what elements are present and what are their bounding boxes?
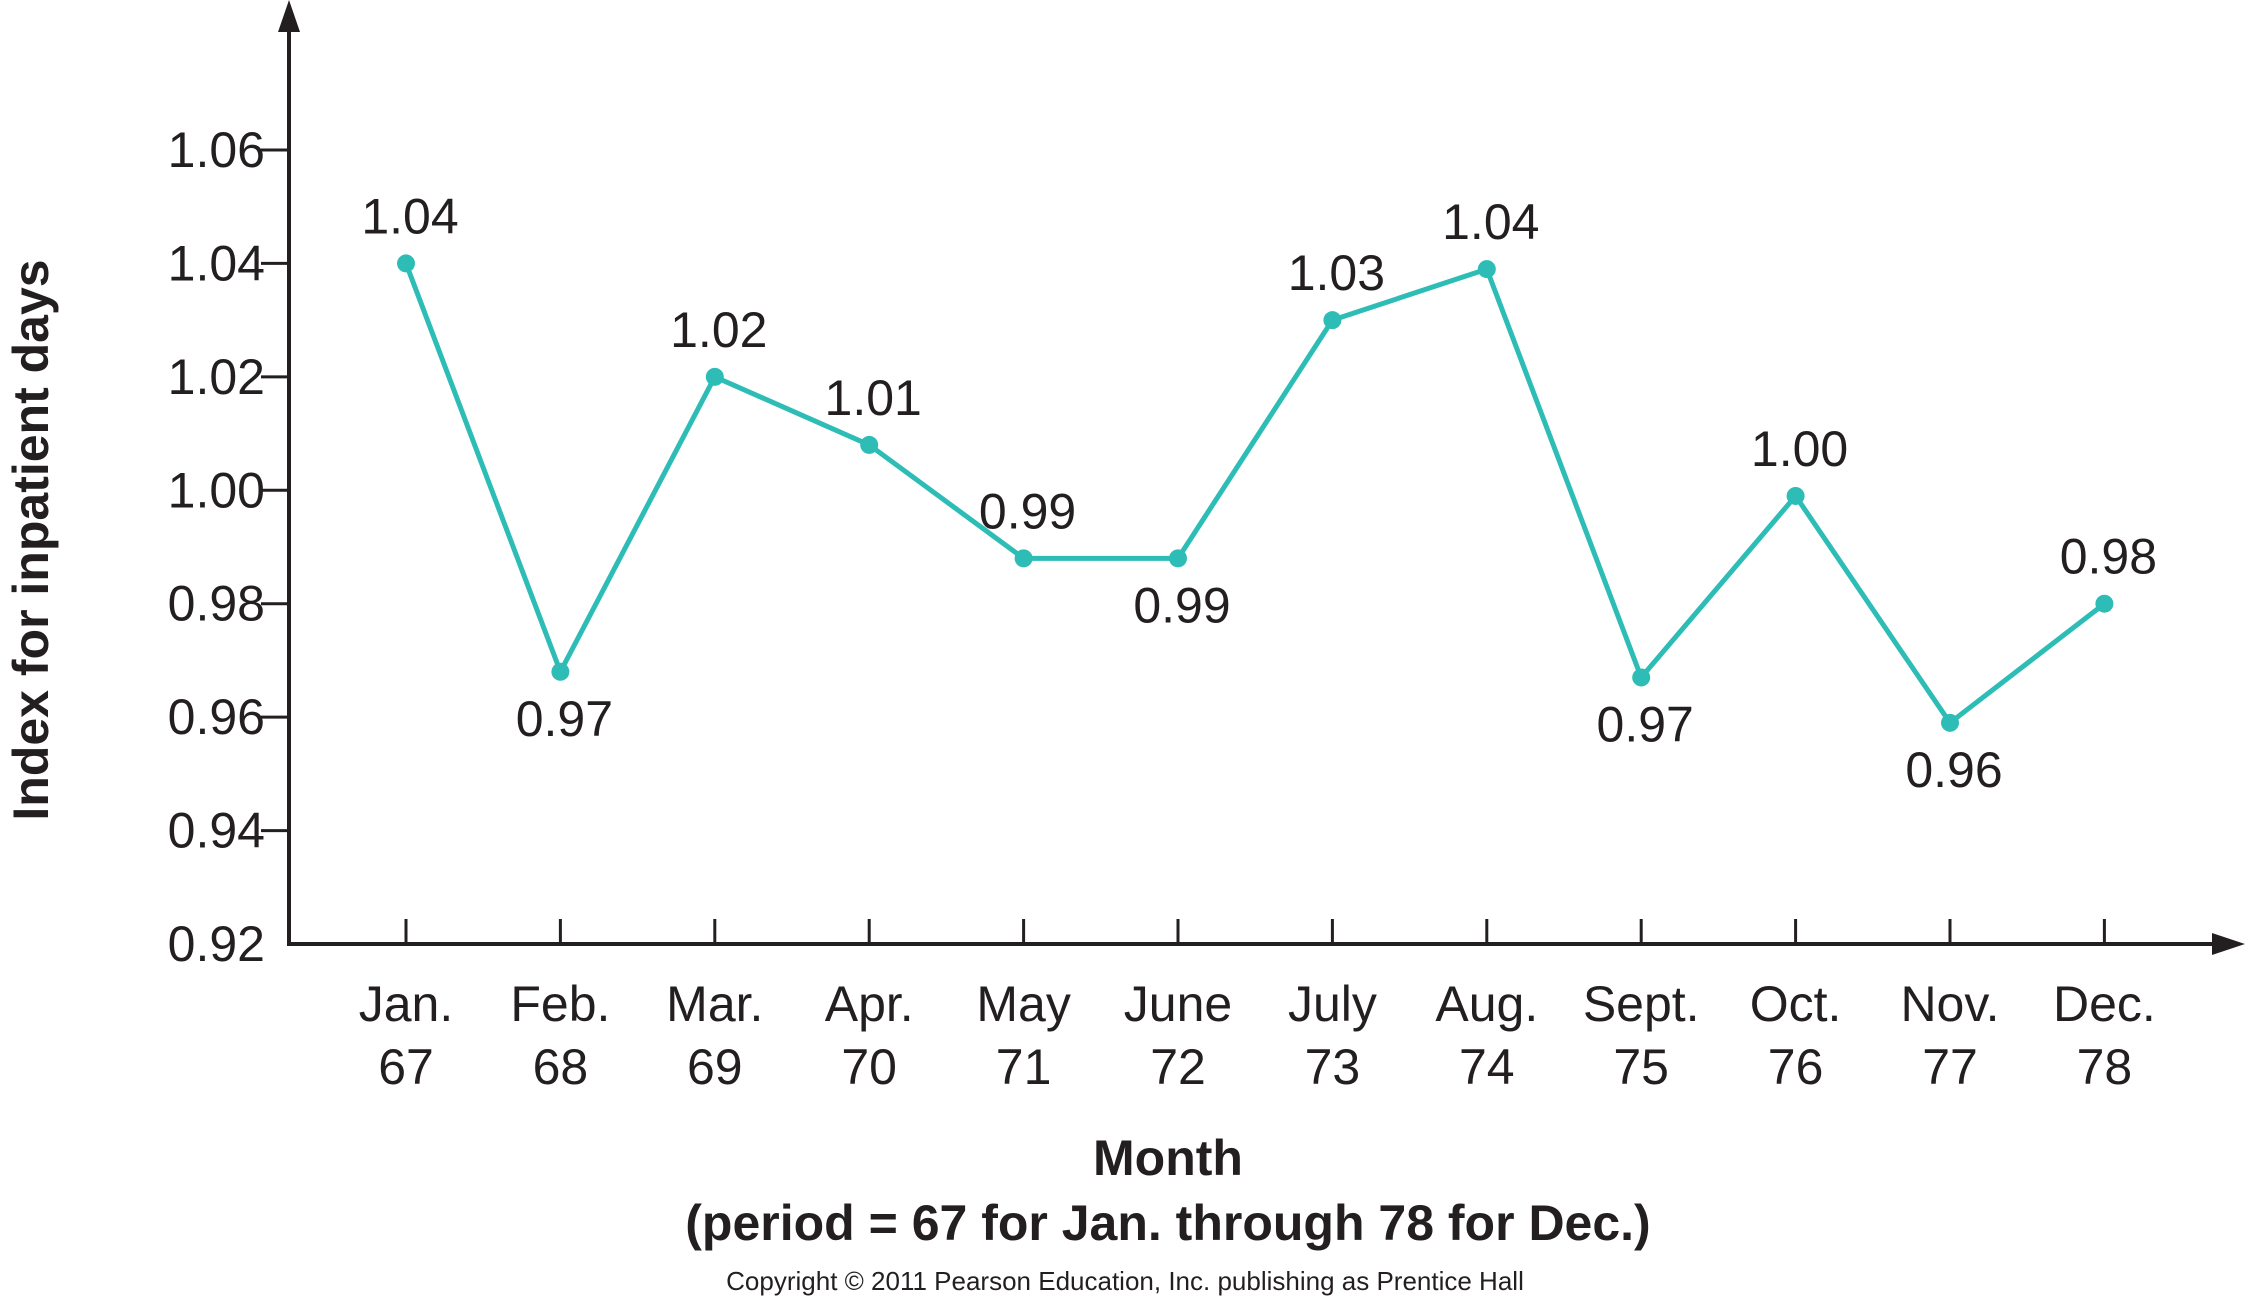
x-tick-label-period: 70	[841, 1039, 897, 1095]
series-line	[403, 262, 2106, 726]
data-label: 0.99	[1133, 577, 1230, 633]
y-tick-label: 0.92	[168, 916, 265, 972]
data-point	[860, 435, 879, 454]
y-axis-title: Index for inpatient days	[3, 259, 59, 820]
data-point	[397, 254, 415, 273]
y-tick-label: 0.94	[168, 803, 265, 859]
x-tick-label-period: 72	[1150, 1039, 1206, 1095]
x-tick-label-period: 71	[996, 1039, 1052, 1095]
x-axis-arrow	[2212, 933, 2245, 955]
axes	[278, 0, 2245, 955]
data-label: 1.04	[361, 188, 458, 244]
x-tick-label-month: Sept.	[1583, 976, 1700, 1032]
data-label: 0.98	[2060, 529, 2157, 585]
x-tick-label-period: 73	[1305, 1039, 1361, 1095]
data-point	[705, 367, 724, 386]
data-label: 0.99	[979, 483, 1076, 539]
x-tick-label-month: Mar.	[666, 976, 763, 1032]
data-point	[1169, 549, 1187, 568]
data-label: 0.97	[516, 691, 613, 747]
data-point	[551, 662, 570, 681]
data-label: 1.01	[825, 370, 922, 426]
data-label: 1.04	[1442, 194, 1539, 250]
x-tick-label-period: 75	[1613, 1039, 1669, 1095]
data-point	[1632, 668, 1651, 687]
x-tick-label-month: Nov.	[1900, 976, 1999, 1032]
x-tick-label-month: July	[1288, 976, 1377, 1032]
x-tick-label-period: 77	[1922, 1039, 1978, 1095]
x-axis-subtitle: (period = 67 for Jan. through 78 for Dec…	[685, 1195, 1650, 1251]
y-tick-label: 1.00	[168, 462, 265, 518]
x-tick-label-month: Dec.	[2053, 976, 2156, 1032]
x-tick-label-month: Feb.	[510, 976, 610, 1032]
series	[397, 254, 2114, 732]
data-label: 1.00	[1751, 421, 1848, 477]
data-label: 0.96	[1905, 742, 2002, 798]
copyright-notice: Copyright © 2011 Pearson Education, Inc.…	[726, 1266, 1524, 1296]
y-tick-label: 1.02	[168, 349, 265, 405]
x-tick-label-month: Oct.	[1750, 976, 1842, 1032]
x-tick-label-month: Jan.	[359, 976, 454, 1032]
data-point	[1014, 549, 1033, 568]
y-tick-label: 0.96	[168, 689, 265, 745]
y-tick-label: 0.98	[168, 576, 265, 632]
x-axis-title: Month	[1093, 1130, 1243, 1186]
x-tick-label-month: June	[1124, 976, 1232, 1032]
x-tick-label-period: 69	[687, 1039, 743, 1095]
data-point	[1477, 260, 1496, 279]
y-axis-arrow	[278, 0, 300, 32]
data-label: 1.02	[670, 302, 767, 358]
x-tick-label-period: 68	[533, 1039, 589, 1095]
data-label: 1.03	[1288, 245, 1385, 301]
x-tick-label-period: 78	[2077, 1039, 2133, 1095]
x-tick-label-month: Aug.	[1435, 976, 1538, 1032]
y-tick-label: 1.04	[168, 235, 265, 291]
x-tick-label-month: Apr.	[825, 976, 914, 1032]
data-point	[1941, 713, 1959, 732]
data-label: 0.97	[1597, 696, 1694, 752]
x-ticks: Jan. 67 Feb. 68 Mar. 69 Apr. 70 May 71 June 72 July 7…	[359, 919, 2156, 1095]
y-ticks: 0.92 0.94 0.96 0.98 1.00 1.02 1.04 1.06	[168, 122, 289, 972]
data-point	[2095, 594, 2114, 613]
x-tick-label-period: 74	[1459, 1039, 1515, 1095]
x-tick-label-month: May	[976, 976, 1070, 1032]
data-point	[1786, 486, 1805, 505]
y-tick-label: 1.06	[168, 122, 265, 178]
data-labels: 1.04 0.97 1.02 1.01 0.99 0.99 1.03 1.04 0.97 1.00…	[361, 188, 2157, 797]
x-tick-label-period: 67	[378, 1039, 434, 1095]
data-point	[1323, 311, 1342, 330]
x-tick-label-period: 76	[1768, 1039, 1824, 1095]
